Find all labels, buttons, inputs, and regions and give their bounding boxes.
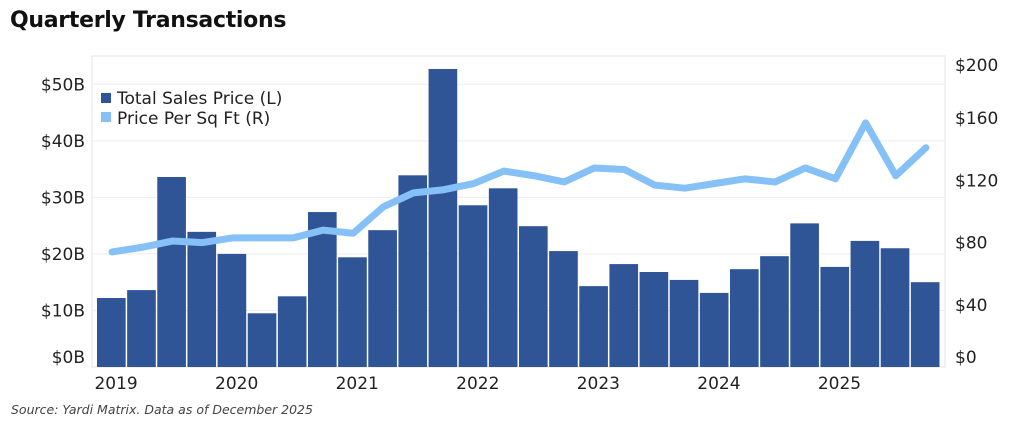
- left-tick-label: $30B: [41, 188, 85, 208]
- plot-frame: [91, 55, 946, 368]
- bar: [97, 298, 126, 367]
- bar: [428, 69, 458, 367]
- x-tick-label: 2021: [336, 374, 379, 394]
- price-per-sqft-line: [108, 119, 930, 256]
- x-tick-label: 2025: [818, 374, 861, 394]
- bar: [910, 282, 940, 367]
- bar: [308, 212, 337, 367]
- bar: [850, 240, 880, 367]
- bar: [488, 188, 518, 367]
- right-tick-label: $0: [955, 348, 977, 368]
- x-tick-label: 2019: [94, 374, 137, 394]
- right-tick-label: $40: [955, 296, 987, 316]
- x-tick-label: 2023: [577, 374, 620, 394]
- bar: [549, 251, 578, 367]
- bar: [760, 256, 789, 367]
- bar: [338, 257, 367, 367]
- x-tick-label: 2022: [456, 374, 499, 394]
- legend-label: Total Sales Price (L): [116, 89, 282, 109]
- bar: [639, 272, 669, 367]
- bar: [880, 248, 910, 367]
- bar: [790, 223, 819, 367]
- right-tick-label: $80: [955, 234, 987, 254]
- bar: [217, 253, 247, 367]
- left-tick-label: $50B: [41, 75, 85, 95]
- bar: [127, 290, 156, 367]
- legend-swatch-total-sales: [101, 93, 111, 103]
- left-tick-label: $40B: [41, 132, 85, 152]
- left-tick-label: $20B: [41, 245, 85, 265]
- bar: [277, 296, 307, 367]
- bar: [458, 205, 488, 367]
- x-tick-label: 2024: [697, 374, 740, 394]
- bar: [730, 269, 759, 367]
- bar: [368, 230, 397, 367]
- bar: [247, 313, 277, 367]
- left-tick-label: $0B: [52, 348, 85, 368]
- chart-title: Quarterly Transactions: [10, 8, 287, 33]
- legend-swatch-price-per-sqft: [101, 112, 111, 122]
- legend-label: Price Per Sq Ft (R): [117, 109, 270, 129]
- x-tick-label: 2020: [215, 374, 258, 394]
- bar: [699, 292, 729, 367]
- right-tick-label: $120: [955, 171, 998, 191]
- bar: [609, 264, 639, 367]
- bar: [157, 177, 186, 367]
- bar: [519, 226, 548, 367]
- bar: [187, 231, 217, 367]
- bar: [579, 286, 608, 367]
- bar: [669, 279, 699, 367]
- right-tick-label: $160: [955, 109, 998, 129]
- right-tick-label: $200: [955, 56, 998, 76]
- left-tick-label: $10B: [41, 301, 85, 321]
- bar: [398, 175, 428, 367]
- bar: [820, 266, 850, 367]
- source-note: Source: Yardi Matrix. Data as of Decembe…: [11, 402, 313, 417]
